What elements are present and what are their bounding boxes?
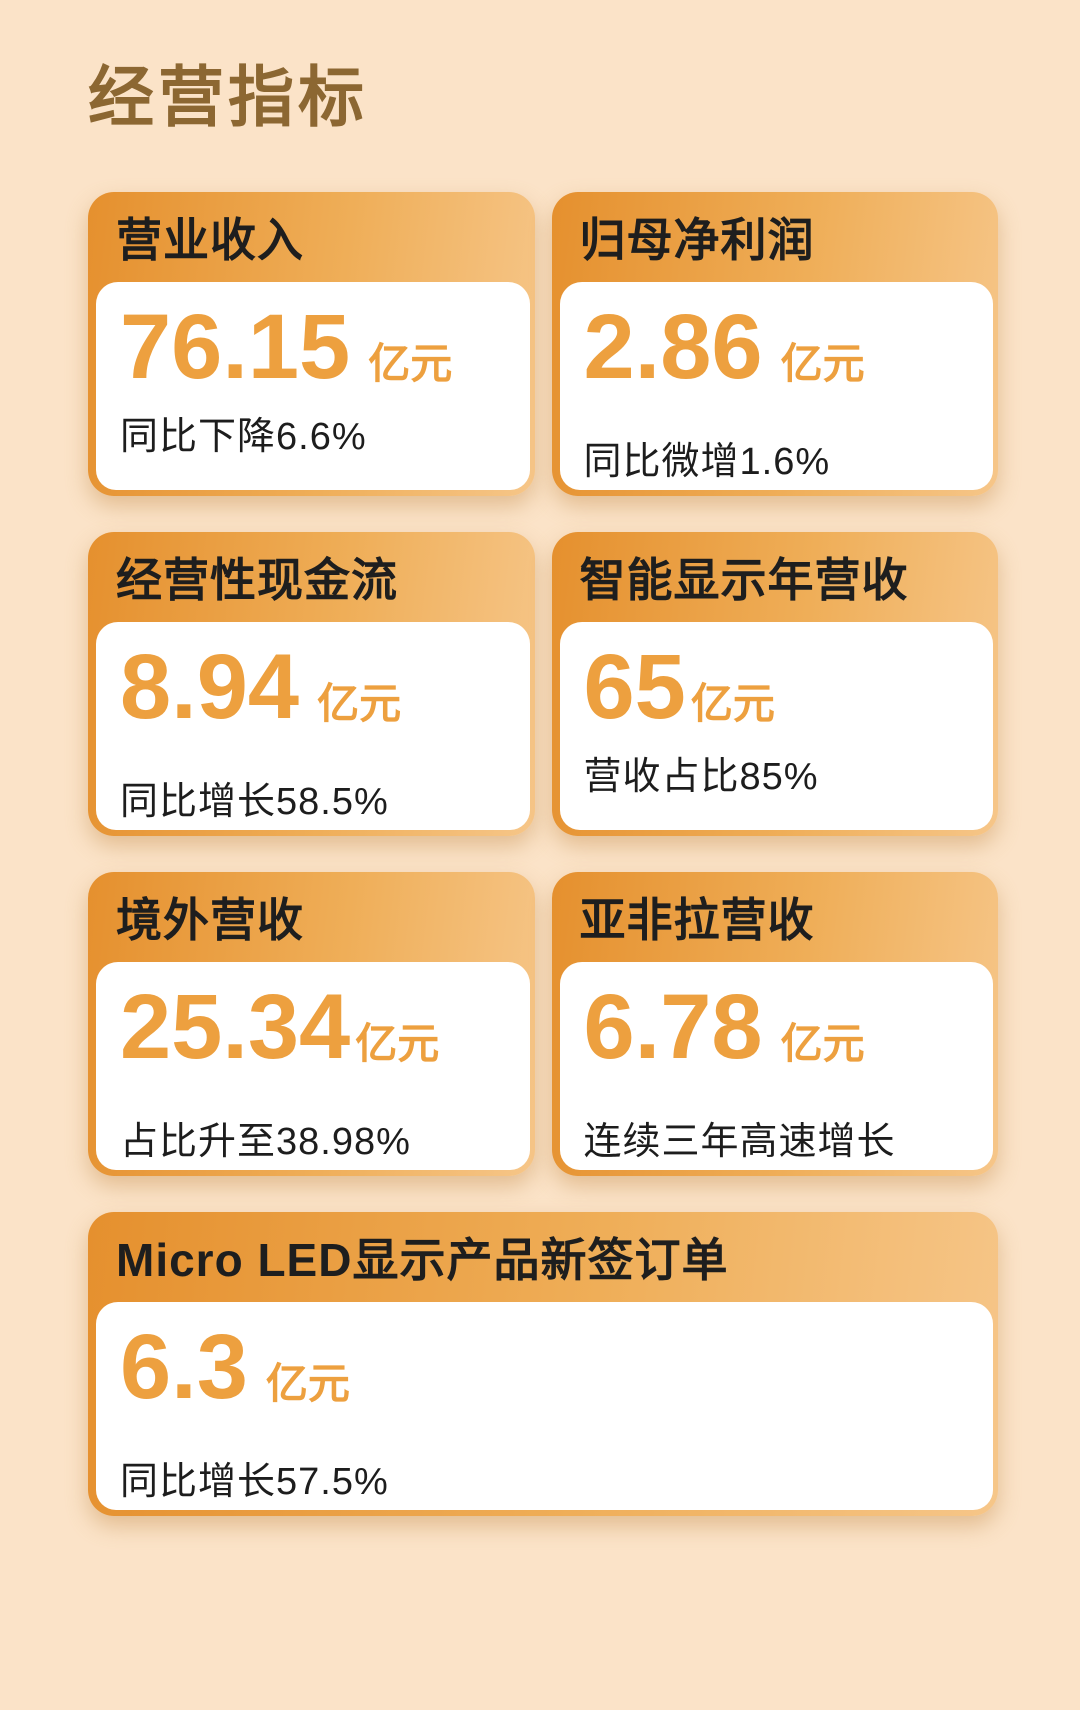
card-body: 25.34 亿元 占比升至38.98%	[96, 961, 530, 1170]
metric-unit: 亿元	[265, 1359, 350, 1407]
metric-value: 6.3	[120, 1315, 248, 1418]
value-row: 25.34 亿元	[120, 975, 516, 1078]
metric-value: 6.78	[583, 975, 763, 1078]
metric-note: 同比微增1.6%	[583, 441, 831, 484]
card-header-bar: Micro LED显示产品新签订单	[88, 1212, 998, 1302]
growth-arrow-icon	[441, 1098, 498, 1170]
card-title: 经营性现金流	[116, 553, 398, 606]
note-row: 同比增长57.5%	[120, 1425, 979, 1510]
card-title: 归母净利润	[579, 213, 815, 266]
metric-value: 65	[583, 635, 686, 738]
metric-value: 25.34	[120, 975, 351, 1078]
note-row: 同比下降6.6%	[120, 405, 516, 460]
card-title: 智能显示年营收	[579, 553, 909, 606]
metric-unit: 亿元	[368, 339, 453, 387]
card-header-bar: 智能显示年营收	[552, 532, 999, 622]
metric-card-grid: 营业收入 76.15 亿元 同比下降6.6%	[88, 191, 999, 1516]
card-header-bar: 归母净利润	[552, 192, 999, 282]
metric-note: 同比下降6.6%	[120, 416, 367, 459]
metric-card-micro-led-orders: Micro LED显示产品新签订单 6.3 亿元 同比增长57.5%	[88, 1211, 998, 1516]
page: 经营指标 营业收入 76.15 亿元 同比下降6.6%	[88, 60, 999, 1516]
metric-note: 连续三年高速增长	[583, 1121, 896, 1164]
metric-card-net-profit: 归母净利润 2.86 亿元 同比微增1.6%	[551, 191, 999, 496]
card-body: 65 亿元 营收占比85%	[559, 621, 993, 830]
growth-arrow-icon	[441, 758, 498, 830]
metric-card-overseas-revenue: 境外营收 25.34 亿元 占比升至38.98%	[88, 871, 535, 1176]
card-title: Micro LED显示产品新签订单	[116, 1233, 729, 1286]
note-row: 同比增长58.5%	[120, 745, 516, 830]
metric-card-smart-display-revenue: 智能显示年营收 65 亿元 营收占比85%	[551, 531, 999, 836]
card-header-bar: 经营性现金流	[88, 532, 535, 622]
value-row: 65 亿元	[583, 635, 980, 738]
card-body: 8.94 亿元 同比增长58.5%	[96, 621, 530, 830]
metric-unit: 亿元	[355, 1019, 440, 1067]
card-title: 境外营收	[116, 893, 304, 946]
metric-note: 营收占比85%	[583, 756, 819, 799]
note-row: 同比微增1.6%	[583, 405, 980, 490]
growth-arrow-icon	[905, 1098, 962, 1170]
metric-note: 同比增长58.5%	[120, 781, 389, 824]
metric-value: 76.15	[120, 295, 351, 398]
metric-unit: 亿元	[780, 339, 865, 387]
value-row: 6.78 亿元	[583, 975, 980, 1078]
page-title: 经营指标	[88, 60, 368, 134]
metric-note: 占比升至38.98%	[120, 1121, 411, 1164]
card-body: 2.86 亿元 同比微增1.6%	[559, 281, 993, 490]
note-row: 连续三年高速增长	[583, 1085, 980, 1170]
card-body: 76.15 亿元 同比下降6.6%	[96, 281, 530, 490]
card-body: 6.3 亿元 同比增长57.5%	[96, 1301, 993, 1510]
metric-unit: 亿元	[780, 1019, 865, 1067]
growth-arrow-icon	[453, 1438, 509, 1510]
value-row: 2.86 亿元	[583, 295, 980, 398]
metric-unit: 亿元	[317, 679, 402, 727]
card-header-bar: 境外营收	[88, 872, 535, 962]
metric-unit: 亿元	[690, 679, 775, 727]
card-body: 6.78 亿元 连续三年高速增长	[559, 961, 993, 1170]
metric-value: 8.94	[120, 635, 300, 738]
card-title: 亚非拉营收	[579, 893, 815, 946]
card-header-bar: 亚非拉营收	[552, 872, 999, 962]
value-row: 8.94 亿元	[120, 635, 516, 738]
note-row: 营收占比85%	[584, 745, 980, 800]
metric-card-operating-cash-flow: 经营性现金流 8.94 亿元 同比增长58.5%	[88, 531, 535, 836]
card-title: 营业收入	[116, 213, 304, 266]
metric-note: 同比增长57.5%	[120, 1461, 389, 1504]
value-row: 6.3 亿元	[120, 1315, 979, 1418]
growth-arrow-icon	[905, 418, 962, 490]
metric-card-asia-africa-latam-revenue: 亚非拉营收 6.78 亿元 连续三年高速增长	[551, 871, 999, 1176]
metric-value: 2.86	[583, 295, 763, 398]
metric-card-revenue: 营业收入 76.15 亿元 同比下降6.6%	[88, 191, 535, 496]
note-row: 占比升至38.98%	[120, 1085, 516, 1170]
value-row: 76.15 亿元	[120, 295, 516, 398]
card-header-bar: 营业收入	[88, 192, 535, 282]
